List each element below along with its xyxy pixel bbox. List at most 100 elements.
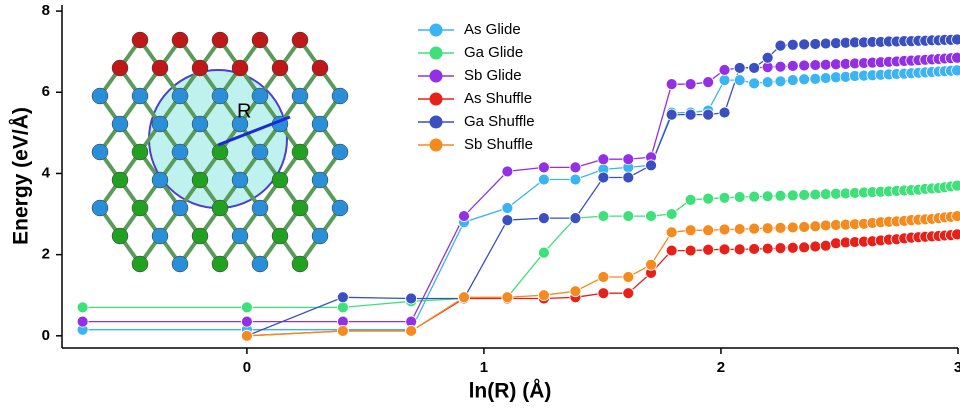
data-point [774, 39, 787, 52]
atom [271, 227, 289, 245]
data-point [405, 292, 418, 305]
x-tick-label: 3 [954, 359, 960, 376]
atom [231, 59, 249, 77]
atom [191, 227, 209, 245]
y-tick-label: 0 [42, 327, 50, 344]
x-tick-label: 0 [243, 359, 251, 376]
atom [191, 171, 209, 189]
atom [291, 87, 309, 105]
data-point [537, 289, 550, 302]
radius-line [217, 115, 291, 147]
data-point [458, 291, 470, 304]
data-point [774, 242, 787, 255]
data-point [951, 64, 960, 77]
data-point [458, 210, 470, 222]
atom [211, 87, 229, 105]
atom [171, 143, 189, 161]
data-point [597, 271, 610, 283]
legend-marker [429, 69, 443, 83]
data-point [684, 78, 697, 91]
data-point [537, 161, 550, 174]
atom [211, 143, 229, 161]
atom [211, 255, 229, 273]
data-point [665, 78, 678, 91]
data-point [951, 228, 960, 241]
data-point [786, 241, 799, 254]
atom [111, 171, 129, 189]
atom [291, 143, 309, 161]
data-point [830, 237, 842, 250]
data-point [665, 108, 678, 121]
data-point [733, 191, 746, 203]
data-point [718, 223, 731, 236]
data-point [718, 191, 731, 204]
atom [251, 143, 269, 161]
data-point [809, 72, 822, 85]
data-point [786, 221, 799, 234]
data-point [798, 73, 811, 86]
data-point [569, 212, 582, 225]
data-point [76, 315, 89, 328]
y-axis-label: Energy (eV/Å) [9, 107, 33, 245]
data-point [798, 241, 811, 254]
data-point [786, 189, 799, 202]
data-point [622, 171, 635, 184]
data-point [537, 173, 550, 186]
data-point [622, 210, 635, 222]
data-point [733, 223, 746, 235]
data-point [405, 325, 418, 337]
data-point [809, 59, 822, 71]
data-point [819, 188, 832, 201]
data-point [786, 38, 799, 51]
data-point [774, 221, 787, 234]
data-point [748, 243, 761, 255]
data-point [336, 301, 349, 314]
data-point [733, 62, 746, 74]
atom [311, 115, 329, 133]
data-point [809, 38, 822, 50]
data-point [684, 244, 697, 257]
data-point [798, 38, 811, 51]
atom [331, 87, 349, 105]
atom [251, 87, 269, 105]
data-point [761, 222, 774, 235]
data-point [702, 243, 715, 256]
atom [131, 31, 149, 49]
data-point [501, 291, 514, 304]
y-tick-label: 4 [42, 164, 51, 181]
data-point [622, 153, 635, 166]
data-point [537, 246, 550, 259]
atom [151, 227, 169, 245]
data-point [774, 60, 787, 73]
legend-label: Ga Shuffle [464, 113, 535, 130]
data-point [240, 329, 253, 342]
data-point [645, 159, 657, 172]
data-point [798, 189, 811, 201]
data-point [951, 33, 960, 46]
legend-marker [429, 92, 443, 106]
data-point [798, 221, 811, 233]
atom [131, 255, 149, 273]
data-point [76, 301, 89, 314]
data-point [665, 226, 678, 239]
legend-marker [429, 46, 443, 60]
data-point [597, 210, 610, 222]
data-point [774, 189, 787, 202]
atom [311, 59, 329, 77]
data-point [761, 76, 774, 89]
atom [91, 87, 109, 105]
data-point [761, 51, 774, 64]
y-tick-label: 2 [42, 246, 50, 263]
data-point [569, 173, 582, 186]
data-point [718, 64, 731, 76]
data-point [684, 224, 697, 237]
atom [231, 115, 249, 133]
data-point [819, 219, 832, 232]
legend-marker [429, 23, 443, 37]
data-point [718, 74, 731, 86]
data-point [684, 193, 697, 206]
data-point [336, 325, 349, 337]
data-point [597, 287, 610, 300]
atom [131, 87, 149, 105]
